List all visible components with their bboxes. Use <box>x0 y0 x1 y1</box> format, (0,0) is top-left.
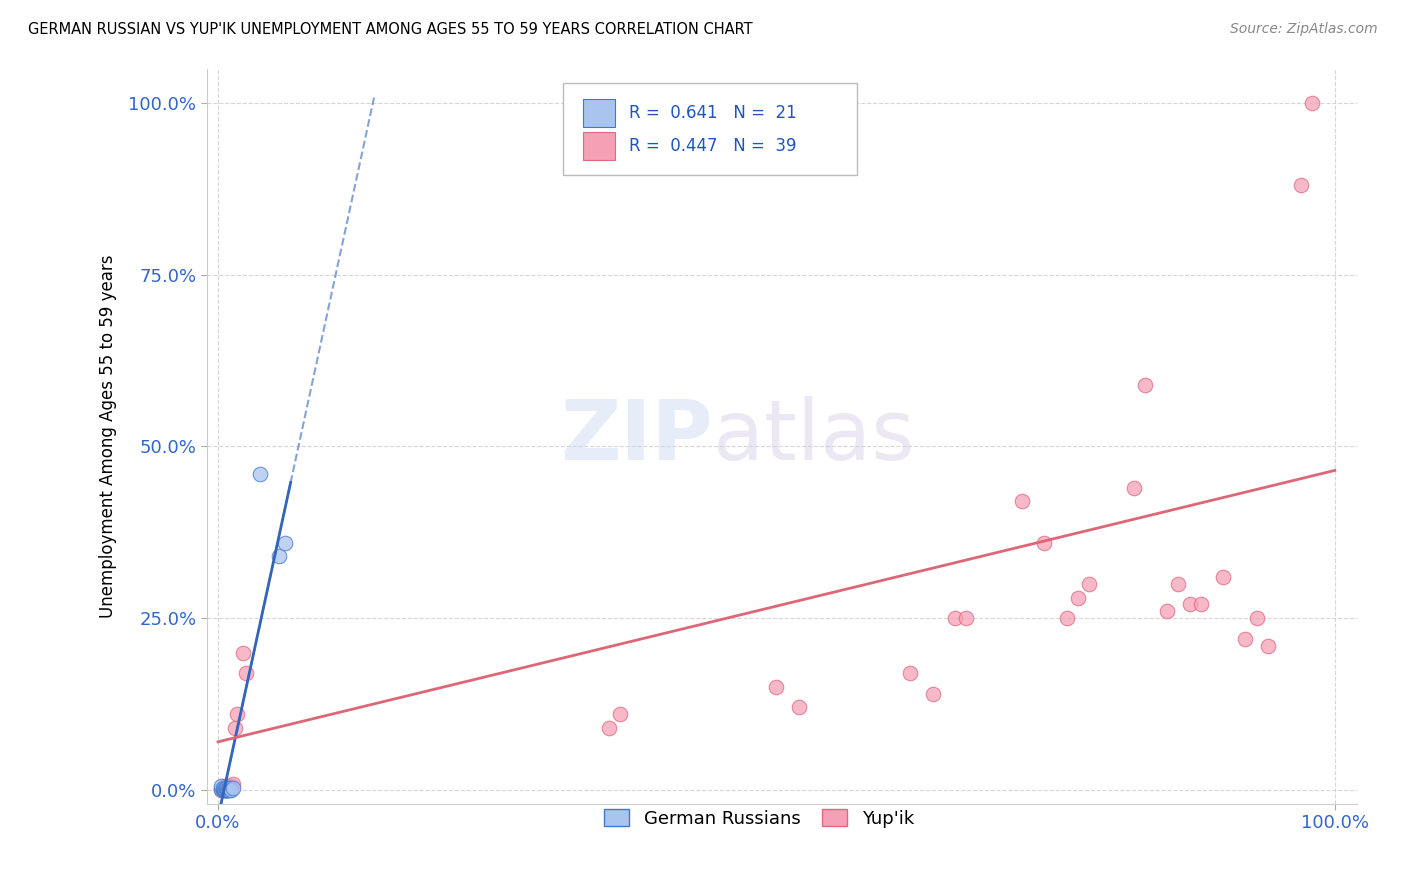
Point <box>221 777 243 791</box>
Text: GERMAN RUSSIAN VS YUP'IK UNEMPLOYMENT AMONG AGES 55 TO 59 YEARS CORRELATION CHAR: GERMAN RUSSIAN VS YUP'IK UNEMPLOYMENT AM… <box>28 22 752 37</box>
Point <box>214 783 236 797</box>
Point <box>765 680 787 694</box>
Point <box>217 783 239 797</box>
Point <box>211 780 233 795</box>
Point <box>1189 598 1212 612</box>
Point <box>211 783 233 797</box>
Point <box>609 707 631 722</box>
Point <box>1178 598 1201 612</box>
Point <box>1133 377 1156 392</box>
Legend: German Russians, Yup'ik: German Russians, Yup'ik <box>596 802 921 835</box>
Point <box>1257 639 1279 653</box>
FancyBboxPatch shape <box>583 99 616 128</box>
Point <box>1156 604 1178 618</box>
Point <box>224 721 246 735</box>
Point <box>1067 591 1090 605</box>
Point <box>215 783 238 797</box>
Point <box>215 783 238 797</box>
Point <box>215 781 238 796</box>
Y-axis label: Unemployment Among Ages 55 to 59 years: Unemployment Among Ages 55 to 59 years <box>100 254 117 618</box>
Point <box>235 666 257 681</box>
Text: ZIP: ZIP <box>561 395 713 476</box>
Point <box>598 721 620 735</box>
FancyBboxPatch shape <box>583 133 616 161</box>
Point <box>209 780 232 794</box>
Point <box>269 549 291 564</box>
Point <box>943 611 966 625</box>
Point <box>1033 535 1056 549</box>
Point <box>1056 611 1078 625</box>
Point <box>215 780 238 794</box>
Point <box>209 783 232 797</box>
Point <box>232 646 254 660</box>
Point <box>1301 95 1323 110</box>
Point <box>274 535 297 549</box>
Point <box>212 780 235 794</box>
Point <box>1078 576 1101 591</box>
Point <box>221 783 243 797</box>
Point <box>1246 611 1268 625</box>
Point <box>900 666 922 681</box>
Point <box>209 781 232 796</box>
Point <box>1212 570 1234 584</box>
Point <box>1011 494 1033 508</box>
Point <box>221 780 243 795</box>
Text: Source: ZipAtlas.com: Source: ZipAtlas.com <box>1230 22 1378 37</box>
Point <box>787 700 810 714</box>
Point <box>921 687 943 701</box>
Point <box>211 780 233 795</box>
FancyBboxPatch shape <box>564 83 856 175</box>
Text: R =  0.447   N =  39: R = 0.447 N = 39 <box>628 137 797 155</box>
Point <box>214 783 236 797</box>
Point <box>955 611 977 625</box>
Point <box>217 780 239 794</box>
Point <box>1122 481 1144 495</box>
Point <box>1167 576 1189 591</box>
Point <box>1234 632 1257 646</box>
Point <box>218 780 240 795</box>
Point <box>219 780 242 795</box>
Text: R =  0.641   N =  21: R = 0.641 N = 21 <box>628 104 797 122</box>
Point <box>212 783 235 797</box>
Point <box>1289 178 1312 193</box>
Text: atlas: atlas <box>713 395 915 476</box>
Point <box>212 781 235 796</box>
Point <box>215 780 238 795</box>
Point <box>215 783 238 797</box>
Point <box>249 467 271 481</box>
Point <box>226 707 249 722</box>
Point <box>221 780 243 794</box>
Point <box>218 783 240 797</box>
